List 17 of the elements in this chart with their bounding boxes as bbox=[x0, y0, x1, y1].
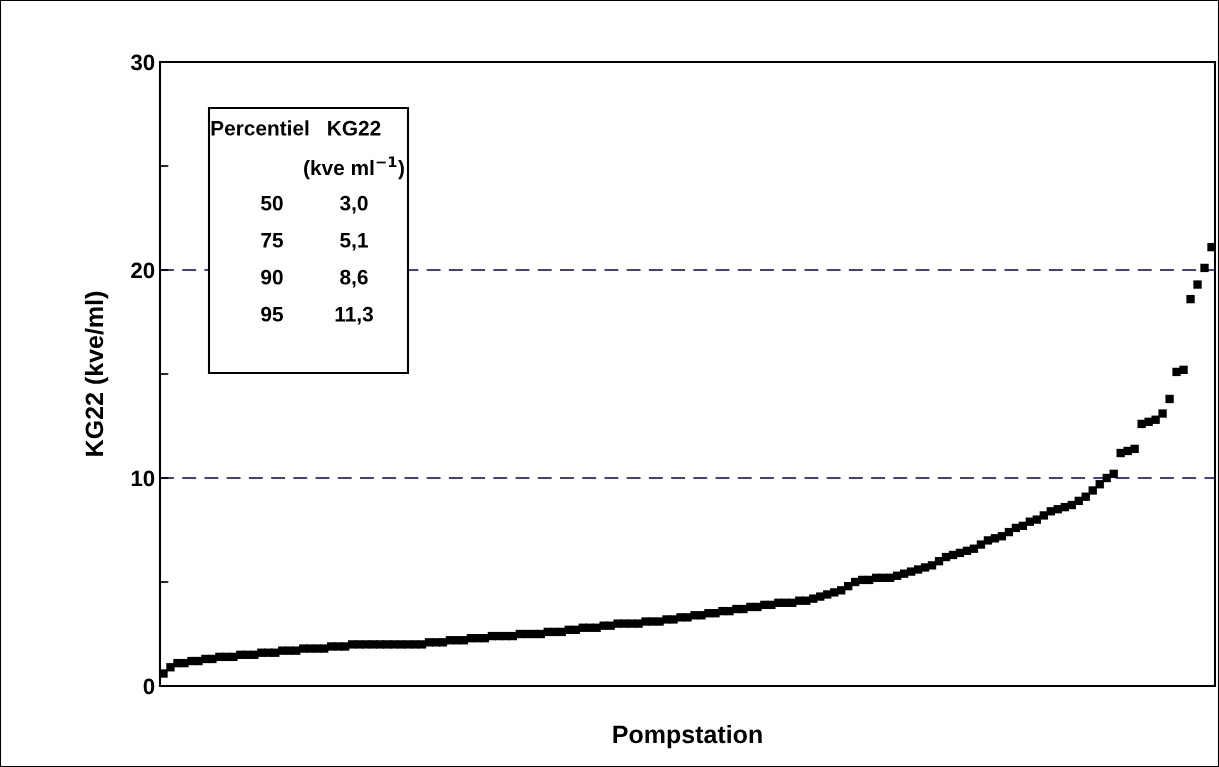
x-axis-title: Pompstation bbox=[613, 724, 762, 749]
annotation: 95 bbox=[261, 306, 284, 322]
annotation: 3,0 bbox=[340, 195, 368, 214]
y-tick-label: 30 bbox=[130, 54, 155, 71]
annotation: KG22 bbox=[328, 120, 381, 136]
annotation: 8,6 bbox=[340, 269, 368, 288]
annotation: (kve ml$^{−1}$) bbox=[304, 156, 404, 180]
annotation: Percentiel bbox=[211, 120, 309, 136]
y-tick-label: 20 bbox=[131, 262, 155, 279]
annotation: 5,1 bbox=[340, 233, 368, 251]
y-tick-label: 0 bbox=[143, 678, 155, 695]
y-axis-title: KG22 (kve/ml) bbox=[84, 291, 109, 456]
annotation: 75 bbox=[261, 233, 284, 248]
annotation: 90 bbox=[261, 269, 283, 285]
y-tick-label: 10 bbox=[131, 470, 155, 487]
annotation: 11,3 bbox=[335, 306, 373, 325]
annotation: 50 bbox=[261, 195, 283, 211]
